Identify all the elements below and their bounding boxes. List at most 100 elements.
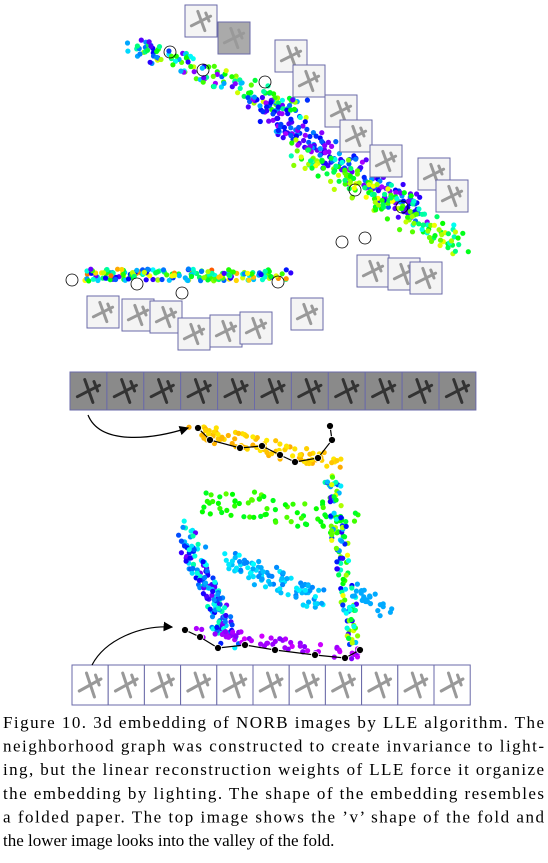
- point: [209, 270, 215, 276]
- plane-glyph: [222, 26, 246, 50]
- point: [207, 606, 213, 612]
- point: [159, 276, 165, 283]
- point: [216, 619, 222, 625]
- point: [294, 510, 300, 516]
- point: [336, 647, 342, 653]
- plane-glyph: [331, 671, 356, 699]
- point: [269, 451, 275, 457]
- point: [428, 238, 435, 244]
- point: [342, 181, 348, 187]
- point: [336, 572, 342, 578]
- point: [380, 601, 386, 607]
- point: [320, 165, 327, 171]
- point: [195, 541, 201, 547]
- point: [181, 543, 188, 549]
- point: [233, 565, 240, 571]
- point: [293, 133, 299, 139]
- point: [367, 601, 374, 607]
- ring: [395, 200, 409, 214]
- point: [288, 153, 294, 159]
- point: [408, 193, 414, 199]
- point: [334, 559, 340, 565]
- point: [190, 561, 197, 568]
- point: [317, 152, 323, 158]
- point: [186, 424, 192, 430]
- point: [270, 497, 276, 504]
- point: [373, 207, 379, 213]
- point: [277, 586, 283, 592]
- point: [247, 514, 253, 520]
- point: [409, 213, 415, 219]
- point: [331, 186, 337, 192]
- graph-node: [236, 444, 244, 452]
- point: [200, 591, 206, 597]
- point: [338, 515, 344, 521]
- point: [401, 190, 407, 196]
- point: [355, 633, 361, 639]
- arrow: [91, 621, 174, 666]
- plane-glyph: [334, 378, 360, 404]
- point: [388, 182, 394, 188]
- point: [335, 172, 342, 178]
- point: [400, 181, 406, 188]
- point: [150, 276, 156, 283]
- point: [394, 196, 400, 202]
- point: [395, 214, 401, 220]
- point: [289, 140, 295, 146]
- graph-node: [341, 654, 349, 662]
- point: [305, 648, 311, 654]
- point: [171, 272, 178, 278]
- thumbnail: [401, 371, 440, 411]
- point: [223, 612, 229, 619]
- point: [333, 545, 339, 552]
- graph-node: [326, 422, 334, 430]
- plane-glyph: [414, 266, 438, 290]
- point: [270, 111, 276, 117]
- point: [222, 619, 228, 625]
- point: [313, 506, 319, 512]
- point: [346, 161, 352, 167]
- point: [210, 498, 216, 505]
- point: [90, 276, 96, 282]
- point: [342, 167, 348, 173]
- point: [245, 500, 251, 506]
- point: [329, 143, 335, 149]
- point: [409, 229, 416, 235]
- ring: [65, 273, 79, 287]
- point: [322, 143, 328, 149]
- point: [211, 429, 217, 435]
- point: [236, 552, 242, 558]
- point: [113, 276, 119, 283]
- point: [245, 104, 251, 110]
- point: [279, 97, 285, 103]
- point: [262, 584, 269, 590]
- point: [187, 53, 194, 59]
- point: [241, 514, 247, 520]
- point: [366, 182, 372, 188]
- point: [343, 173, 350, 179]
- point: [303, 114, 309, 121]
- point: [328, 178, 334, 184]
- point: [187, 555, 193, 561]
- point: [212, 631, 218, 637]
- ring: [335, 235, 349, 249]
- point: [158, 56, 164, 63]
- point: [232, 436, 238, 442]
- point: [237, 559, 243, 565]
- point: [190, 533, 196, 539]
- point: [229, 74, 235, 80]
- point: [222, 629, 229, 635]
- point: [411, 198, 417, 204]
- point: [372, 199, 378, 205]
- point: [359, 159, 365, 165]
- point: [452, 248, 458, 254]
- point: [288, 107, 294, 113]
- plane-glyph: [126, 303, 150, 327]
- point: [215, 436, 221, 442]
- point: [413, 211, 420, 217]
- point: [362, 597, 368, 603]
- point: [393, 190, 399, 196]
- thumbnail: [327, 371, 366, 411]
- point: [226, 561, 232, 568]
